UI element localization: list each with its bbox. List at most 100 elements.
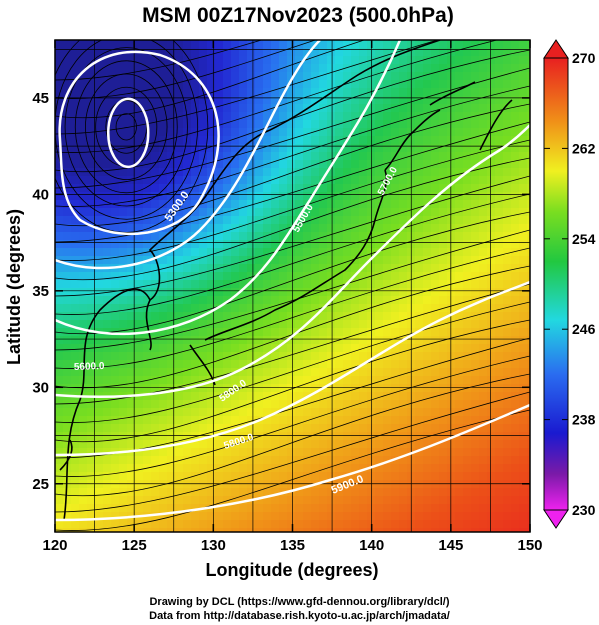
field-cell	[303, 504, 312, 513]
field-cell	[191, 192, 200, 201]
field-cell	[335, 416, 344, 425]
field-cell	[87, 376, 96, 385]
field-cell	[487, 168, 496, 177]
field-cell	[127, 360, 136, 369]
field-cell	[319, 152, 328, 161]
field-cell	[527, 464, 530, 473]
field-cell	[487, 464, 496, 473]
field-cell	[199, 256, 208, 265]
field-cell	[463, 528, 472, 532]
field-cell	[247, 456, 256, 465]
field-cell	[439, 368, 448, 377]
field-cell	[287, 432, 296, 441]
field-cell	[95, 128, 104, 137]
field-cell	[511, 528, 520, 532]
field-cell	[295, 440, 304, 449]
field-cell	[263, 112, 272, 121]
field-cell	[95, 160, 104, 169]
field-cell	[127, 104, 136, 113]
field-cell	[279, 384, 288, 393]
field-cell	[455, 72, 464, 81]
field-cell	[175, 336, 184, 345]
field-cell	[351, 248, 360, 257]
field-cell	[359, 272, 368, 281]
field-cell	[359, 136, 368, 145]
field-cell	[255, 112, 264, 121]
field-cell	[471, 64, 480, 73]
field-cell	[95, 40, 104, 49]
field-cell	[335, 456, 344, 465]
field-cell	[343, 168, 352, 177]
field-cell	[463, 208, 472, 217]
field-cell	[71, 144, 80, 153]
field-cell	[183, 104, 192, 113]
field-cell	[159, 272, 168, 281]
field-cell	[127, 352, 136, 361]
field-cell	[487, 432, 496, 441]
field-cell	[127, 400, 136, 409]
field-cell	[175, 104, 184, 113]
field-cell	[215, 312, 224, 321]
field-cell	[399, 304, 408, 313]
field-cell	[391, 352, 400, 361]
field-cell	[215, 512, 224, 521]
field-cell	[231, 56, 240, 65]
field-cell	[199, 120, 208, 129]
field-cell	[287, 496, 296, 505]
field-cell	[223, 96, 232, 105]
field-cell	[71, 56, 80, 65]
field-cell	[55, 320, 64, 329]
field-cell	[223, 80, 232, 89]
field-cell	[231, 272, 240, 281]
field-cell	[207, 280, 216, 289]
field-cell	[215, 96, 224, 105]
field-cell	[303, 448, 312, 457]
field-cell	[95, 288, 104, 297]
field-cell	[311, 48, 320, 57]
field-cell	[287, 216, 296, 225]
field-cell	[351, 160, 360, 169]
field-cell	[55, 56, 64, 65]
field-cell	[255, 344, 264, 353]
field-cell	[231, 432, 240, 441]
field-cell	[455, 272, 464, 281]
field-cell	[431, 232, 440, 241]
field-cell	[455, 480, 464, 489]
field-cell	[391, 504, 400, 513]
field-cell	[119, 352, 128, 361]
field-cell	[447, 336, 456, 345]
field-cell	[143, 528, 152, 532]
field-cell	[327, 48, 336, 57]
field-cell	[511, 272, 520, 281]
field-cell	[127, 80, 136, 89]
field-cell	[287, 168, 296, 177]
field-cell	[319, 256, 328, 265]
field-cell	[495, 192, 504, 201]
field-cell	[135, 472, 144, 481]
field-cell	[431, 400, 440, 409]
field-cell	[503, 72, 512, 81]
field-cell	[199, 520, 208, 529]
field-cell	[439, 448, 448, 457]
field-cell	[279, 192, 288, 201]
field-cell	[207, 456, 216, 465]
field-cell	[111, 480, 120, 489]
field-cell	[175, 256, 184, 265]
field-cell	[487, 296, 496, 305]
field-cell	[319, 112, 328, 121]
field-cell	[63, 400, 72, 409]
field-cell	[143, 296, 152, 305]
field-cell	[183, 72, 192, 81]
field-cell	[471, 384, 480, 393]
field-cell	[431, 288, 440, 297]
field-cell	[279, 240, 288, 249]
field-cell	[95, 64, 104, 73]
field-cell	[359, 376, 368, 385]
field-cell	[271, 280, 280, 289]
field-cell	[247, 376, 256, 385]
field-cell	[103, 176, 112, 185]
field-cell	[311, 112, 320, 121]
field-cell	[471, 160, 480, 169]
field-cell	[479, 88, 488, 97]
field-cell	[479, 72, 488, 81]
